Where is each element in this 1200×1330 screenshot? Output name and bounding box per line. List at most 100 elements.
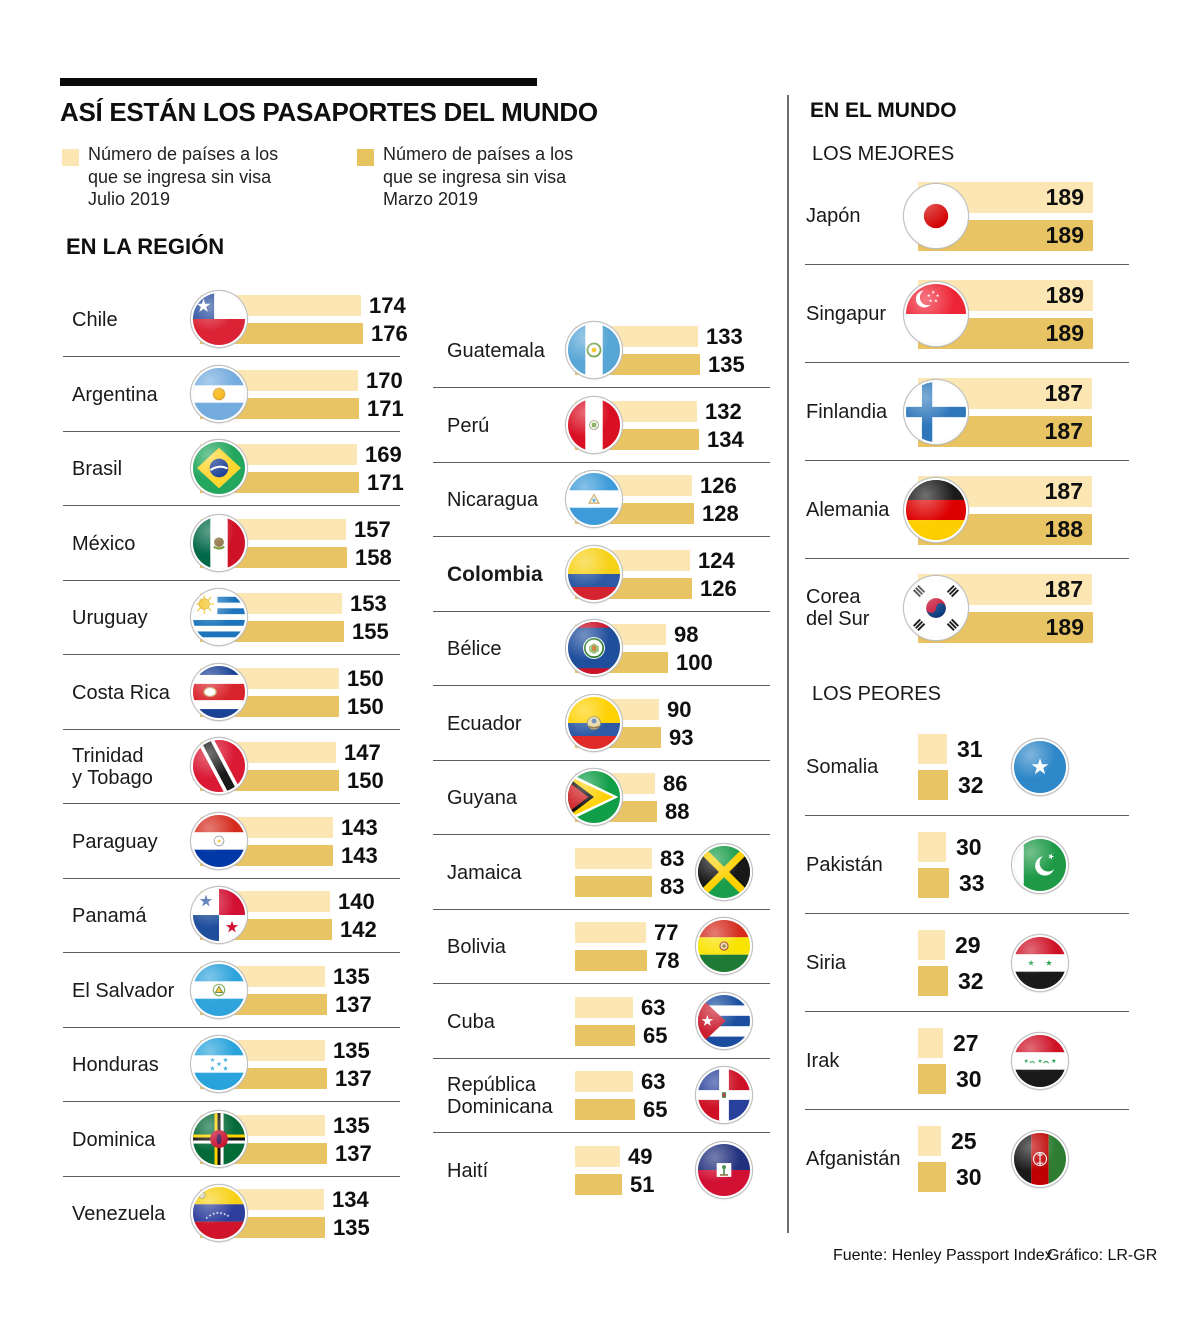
value-julio: 63 bbox=[641, 994, 666, 1020]
country-label: Chile bbox=[72, 283, 190, 358]
flag-brasil-icon bbox=[193, 442, 245, 494]
flag-argentina-icon bbox=[193, 367, 245, 420]
title-rule bbox=[60, 78, 537, 86]
value-marzo: 126 bbox=[700, 575, 737, 601]
value-marzo: 100 bbox=[676, 650, 713, 675]
value-marzo: 93 bbox=[669, 724, 694, 750]
country-name: Venezuela bbox=[72, 1203, 166, 1226]
row-iraq: Irak 27 30 bbox=[0, 1012, 1200, 1110]
value-marzo: 189 bbox=[1045, 614, 1084, 640]
row-jamaica: Jamaica 83 83 bbox=[0, 836, 1200, 911]
row-colombia: Colombia 124 126 bbox=[0, 538, 1200, 613]
country-name: Alemania bbox=[806, 499, 890, 521]
country-label: Honduras bbox=[72, 1028, 190, 1103]
country-name: Cuba bbox=[447, 1010, 495, 1033]
country-name: Uruguay bbox=[72, 607, 148, 630]
flag-paraguay-icon bbox=[193, 814, 245, 867]
value-julio: 147 bbox=[344, 740, 381, 765]
bar-julio bbox=[575, 1071, 633, 1092]
row-panama: Panamá 140 142 bbox=[0, 879, 1200, 954]
bar-marzo bbox=[575, 875, 652, 897]
country-label: Costa Rica bbox=[72, 656, 190, 731]
country-name: Paraguay bbox=[72, 830, 158, 853]
value-julio: 49 bbox=[628, 1143, 653, 1169]
bar-marzo bbox=[575, 950, 647, 971]
value-julio: 83 bbox=[660, 845, 685, 871]
bar-julio bbox=[918, 1028, 943, 1058]
country-name: Honduras bbox=[72, 1054, 159, 1077]
row-guyana: Guyana 86 88 bbox=[0, 761, 1200, 836]
row-separator bbox=[63, 803, 400, 805]
footer-source: Fuente: Henley Passport Index bbox=[833, 1247, 1053, 1264]
flag-haiti-icon bbox=[698, 1143, 750, 1196]
row-cuba: Cuba 63 65 bbox=[0, 985, 1200, 1060]
country-name: Guatemala bbox=[447, 340, 545, 363]
value-marzo: 78 bbox=[655, 948, 680, 973]
country-name: Bolivia bbox=[447, 936, 506, 959]
value-marzo: 189 bbox=[1045, 222, 1084, 248]
value-julio: 174 bbox=[369, 293, 406, 318]
country-name: Afganistán bbox=[806, 1148, 901, 1170]
row-belice: Bélice 98 100 bbox=[0, 612, 1200, 687]
value-marzo: 33 bbox=[959, 870, 985, 896]
bar-marzo bbox=[918, 1162, 946, 1192]
row-separator bbox=[433, 387, 770, 389]
flag-el_salvador-icon bbox=[193, 963, 245, 1016]
country-label: Bolivia bbox=[447, 910, 567, 985]
flag-germany-icon bbox=[906, 480, 966, 540]
flag-bolivia-icon bbox=[698, 920, 750, 972]
country-label: Ecuador bbox=[447, 687, 567, 762]
value-marzo: 32 bbox=[958, 772, 984, 798]
row-separator bbox=[805, 1010, 1129, 1012]
row-trinidad_tobago: Trinidad y Tobago 147 150 bbox=[0, 730, 1200, 805]
country-label: Singapur bbox=[806, 265, 904, 363]
bar-julio bbox=[575, 922, 646, 943]
value-marzo: 65 bbox=[643, 1022, 668, 1048]
footer-credit: Gráfico: LR-GR bbox=[1047, 1247, 1158, 1264]
value-julio: 133 bbox=[706, 324, 743, 349]
country-name: Corea del Sur bbox=[806, 586, 870, 630]
row-separator bbox=[63, 877, 400, 879]
value-marzo: 171 bbox=[367, 395, 404, 421]
section-title-region: EN LA REGIÓN bbox=[66, 234, 225, 259]
value-marzo: 150 bbox=[347, 693, 384, 719]
country-name: Guyana bbox=[447, 787, 518, 810]
flag-singapore-icon bbox=[906, 284, 966, 344]
value-julio: 187 bbox=[1044, 380, 1083, 406]
flag-honduras-icon bbox=[193, 1038, 245, 1090]
value-julio: 189 bbox=[1045, 184, 1084, 210]
legend-label-julio: Número de países a los que se ingresa si… bbox=[88, 144, 279, 209]
row-japan: Japón 189 189 bbox=[0, 167, 1200, 265]
row-separator bbox=[433, 759, 770, 761]
row-separator bbox=[433, 908, 770, 910]
country-label: Siria bbox=[806, 914, 918, 1012]
value-julio: 86 bbox=[663, 771, 688, 796]
value-marzo: 128 bbox=[702, 501, 739, 526]
flag-iraq-icon bbox=[1014, 1035, 1066, 1087]
country-label: República Dominicana bbox=[447, 1059, 567, 1134]
country-label: Venezuela bbox=[72, 1177, 190, 1252]
flag-syria-icon bbox=[1014, 937, 1066, 989]
value-julio: 25 bbox=[951, 1128, 977, 1154]
row-separator bbox=[63, 356, 400, 358]
value-marzo: 135 bbox=[333, 1215, 370, 1240]
row-paraguay: Paraguay 143 143 bbox=[0, 805, 1200, 880]
country-label: Paraguay bbox=[72, 805, 190, 880]
value-marzo: 188 bbox=[1044, 516, 1083, 542]
value-marzo: 150 bbox=[347, 768, 384, 793]
value-julio: 157 bbox=[354, 516, 391, 542]
row-separator bbox=[63, 1175, 400, 1177]
value-marzo: 176 bbox=[371, 321, 408, 346]
value-julio: 153 bbox=[350, 591, 387, 616]
row-separator bbox=[63, 505, 400, 507]
country-label: Haití bbox=[447, 1134, 567, 1209]
flag-colombia-icon bbox=[568, 547, 620, 600]
value-julio: 63 bbox=[641, 1069, 666, 1094]
row-separator bbox=[63, 654, 400, 656]
flag-venezuela-icon bbox=[193, 1187, 245, 1239]
row-dominican_republic: República Dominicana 63 65 bbox=[0, 1059, 1200, 1134]
value-marzo: 30 bbox=[956, 1066, 982, 1092]
country-label: México bbox=[72, 507, 190, 582]
